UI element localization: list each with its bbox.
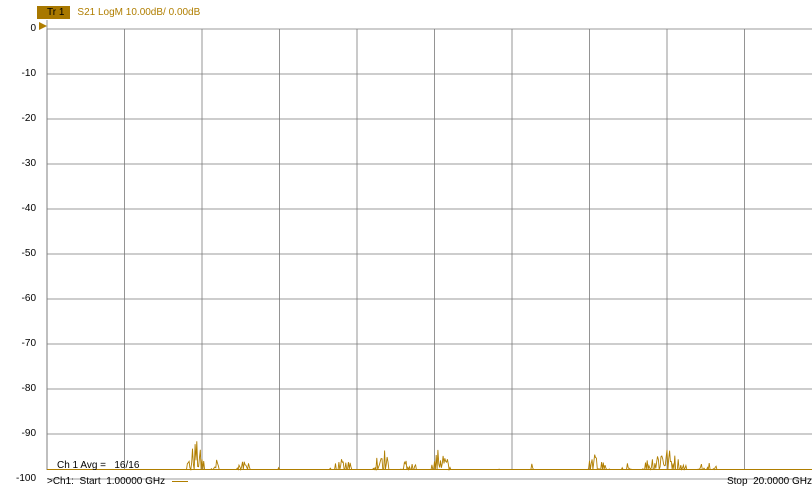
y-tick-label: -30: [21, 158, 36, 169]
start-frequency: >Ch1: Start 1.00000 GHz: [47, 476, 189, 487]
y-tick-label: -90: [21, 428, 36, 439]
y-tick-label: -100: [15, 473, 36, 484]
trace-badge[interactable]: Tr 1: [37, 6, 71, 19]
averaging-status: Ch 1 Avg = 16/16: [57, 460, 140, 471]
trace-label: S21 LogM 10.00dB/ 0.00dB: [77, 7, 201, 18]
y-tick-label: -10: [21, 68, 36, 79]
reference-marker-icon: [39, 22, 47, 30]
y-tick-label: -70: [21, 338, 36, 349]
stop-frequency: Stop 20.0000 GHz: [726, 476, 812, 487]
y-tick-label: -50: [21, 248, 36, 259]
trace-color-swatch: [172, 481, 189, 482]
y-tick-label: -40: [21, 203, 36, 214]
trace-header[interactable]: Tr 1 S21 LogM 10.00dB/ 0.00dB: [37, 6, 200, 19]
y-tick-label: -20: [21, 113, 36, 124]
y-tick-label: -80: [21, 383, 36, 394]
y-tick-label: 0: [30, 23, 36, 34]
start-frequency-text: >Ch1: Start 1.00000 GHz: [47, 476, 166, 487]
trace-line: [47, 441, 812, 472]
y-tick-label: -60: [21, 293, 36, 304]
